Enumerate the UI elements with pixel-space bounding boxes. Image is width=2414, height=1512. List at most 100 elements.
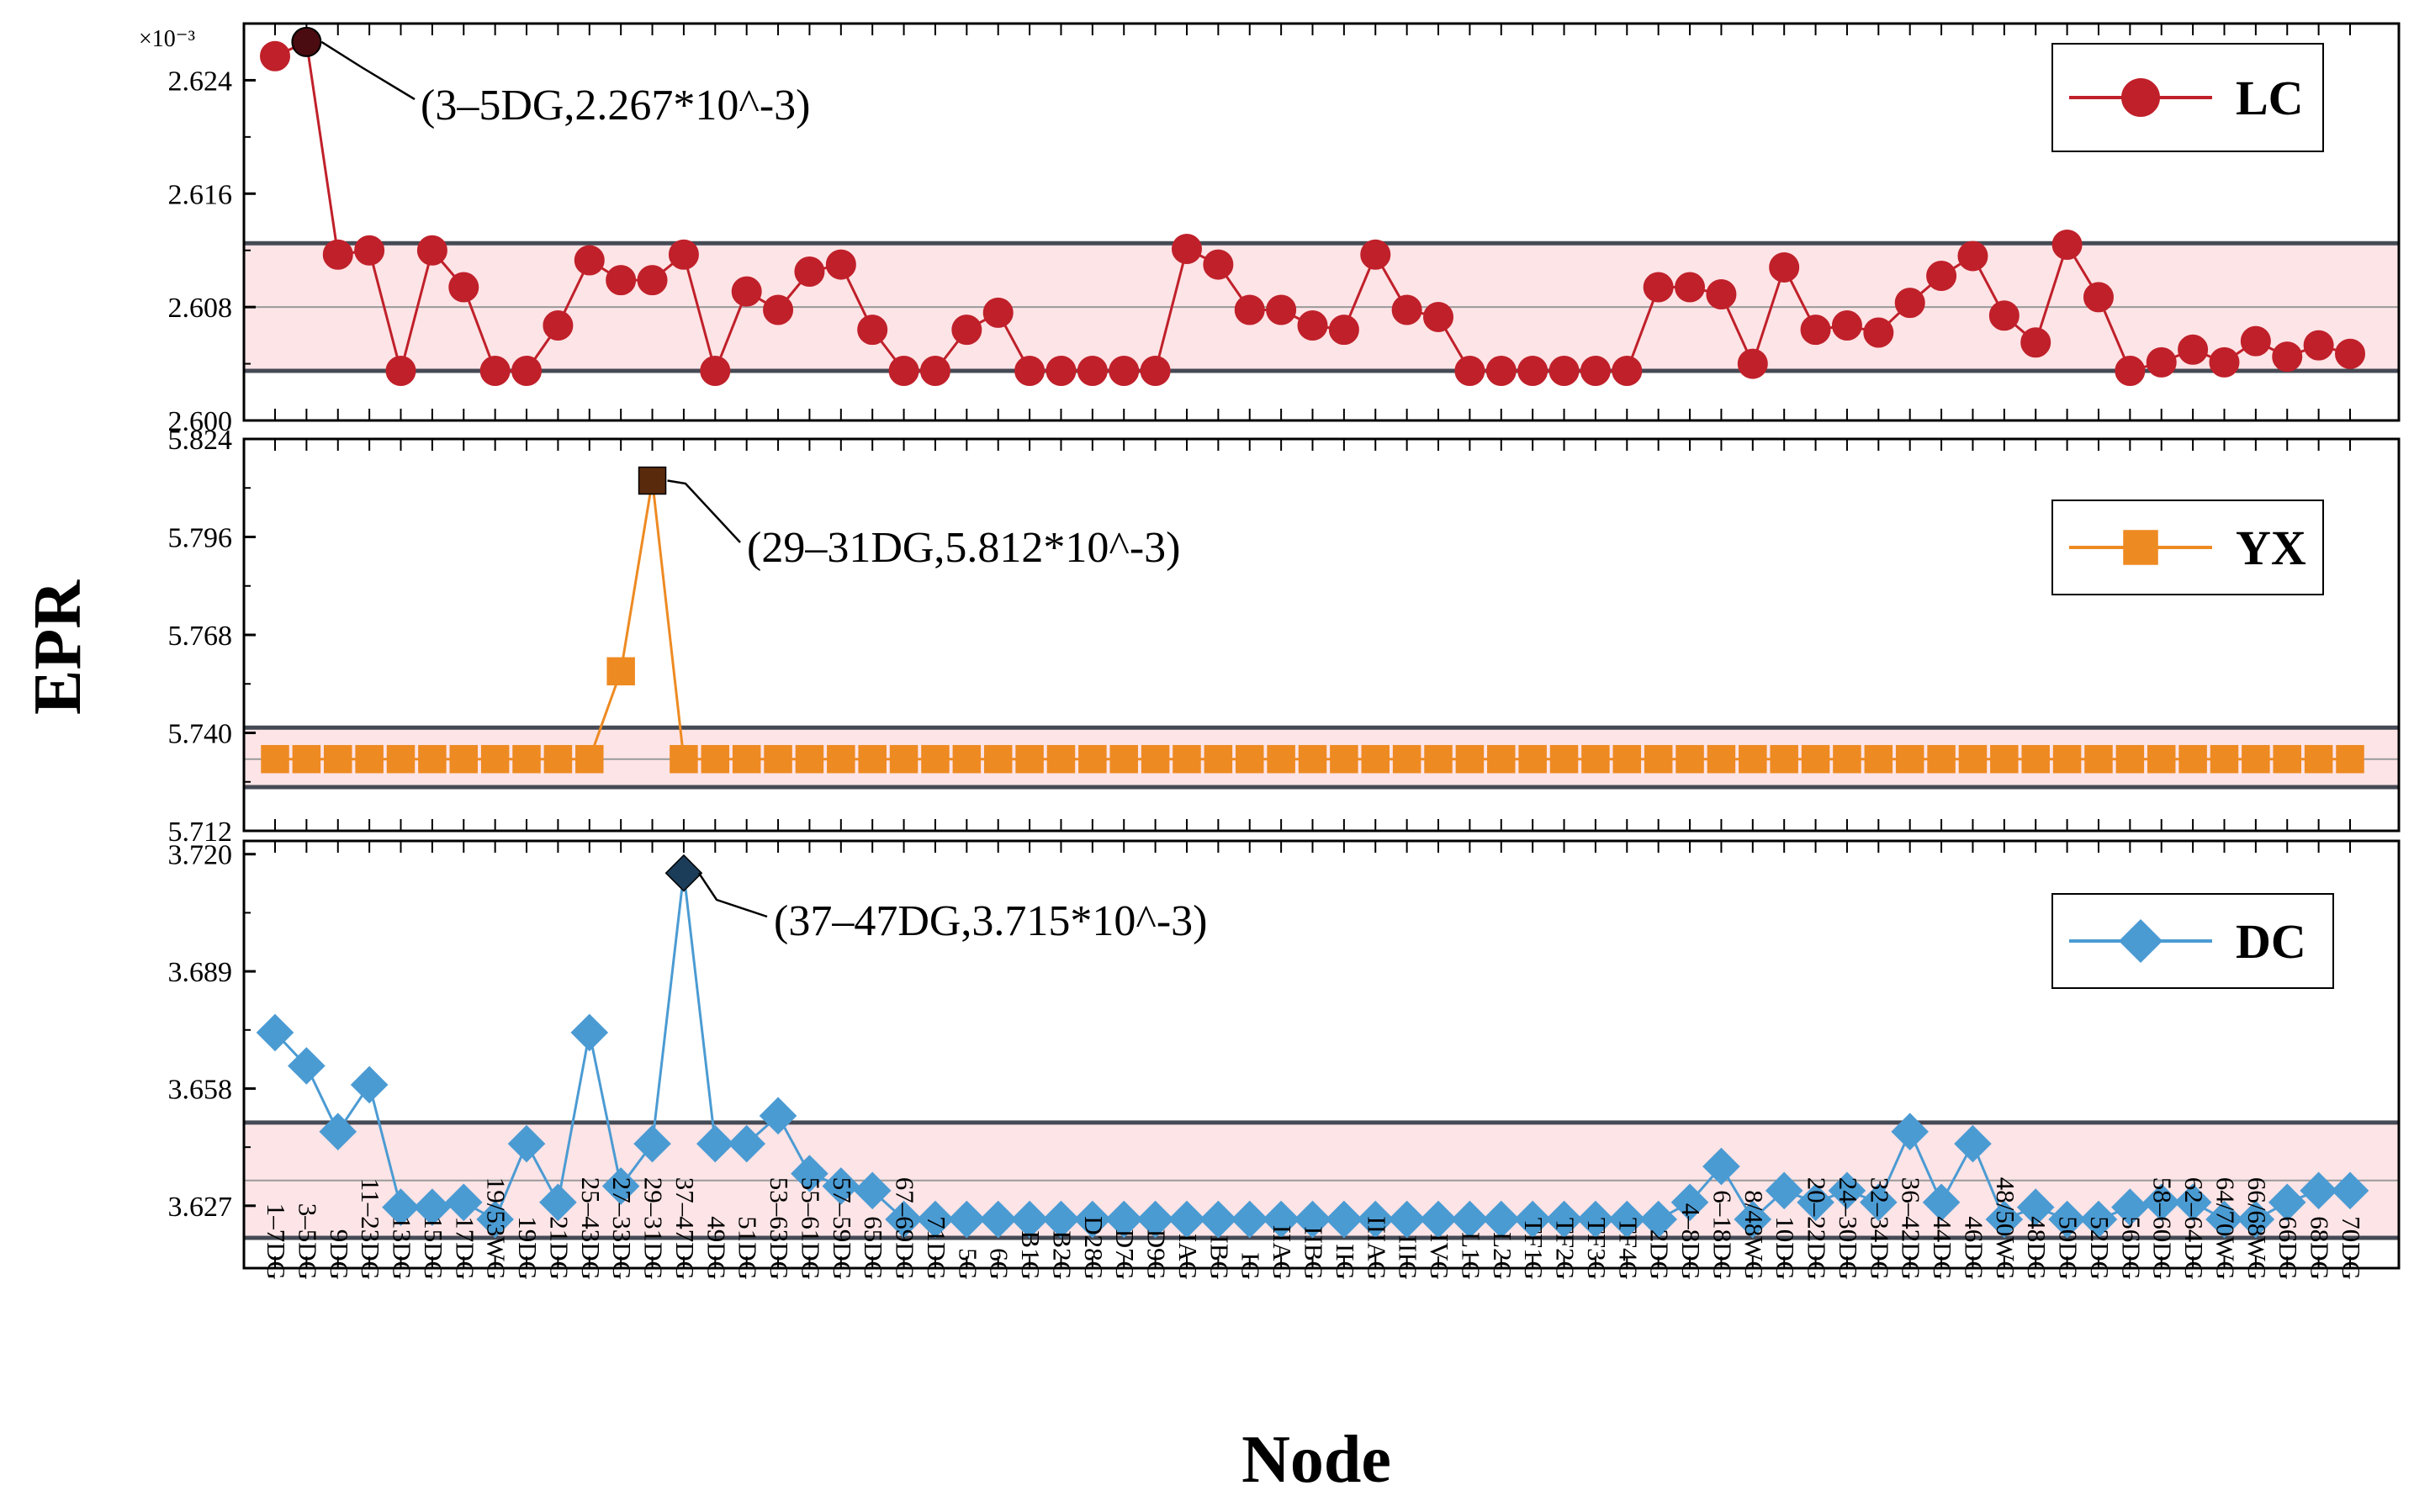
data-point-yx-1–7DG	[261, 744, 289, 774]
data-point-lc-65DG	[857, 315, 888, 346]
data-point-dc-25–43DG	[570, 1013, 609, 1052]
x-tick-label: 70DG	[2337, 1216, 2366, 1280]
y-tick-label: 5.796	[168, 523, 233, 554]
data-point-yx-24–30DG	[1833, 744, 1861, 774]
x-tick-label: TF1G	[1519, 1218, 1548, 1280]
data-point-dc-1–7DG	[256, 1013, 294, 1052]
data-point-yx-D9G	[1141, 744, 1170, 774]
multiplier-label: ×10⁻³	[139, 26, 195, 52]
data-point-dc-IIG	[1325, 1200, 1363, 1239]
x-axis-title: Node	[1241, 1423, 1391, 1497]
data-point-lc-64/70WG	[2209, 346, 2240, 378]
data-point-lc-58–60DG	[2146, 346, 2177, 378]
data-point-dc-IIBG	[1294, 1200, 1331, 1239]
data-point-lc-6–18DG	[1706, 278, 1737, 309]
data-point-dc-50DG	[2048, 1200, 2086, 1239]
data-point-yx-IIG	[1330, 744, 1358, 774]
x-tick-label: IBG	[1204, 1235, 1234, 1280]
y-axis-title: EPR	[21, 579, 95, 715]
data-point-lc-66DG	[2272, 341, 2303, 373]
x-tick-label: 8/48WG	[1739, 1190, 1769, 1280]
data-point-dc-TF3G	[1576, 1200, 1615, 1239]
y-tick-label: 5.824	[168, 425, 233, 456]
data-point-dc-53–63DG	[759, 1097, 797, 1135]
x-tick-label: 6G	[985, 1248, 1014, 1280]
data-point-lc-B1G	[1014, 356, 1046, 386]
data-point-lc-53–63DG	[763, 294, 794, 325]
data-point-yx-B1G	[1015, 744, 1044, 774]
data-point-lc-IBG	[1203, 249, 1234, 280]
x-tick-label: 11–23DG	[356, 1178, 385, 1280]
data-point-lc-62–64DG	[2178, 334, 2209, 365]
data-point-yx-11–23DG	[355, 744, 384, 774]
data-point-dc-D9G	[1136, 1200, 1174, 1239]
x-tick-label: 9DG	[325, 1229, 354, 1280]
y-tick-label: 5.712	[168, 817, 233, 848]
y-tick-label: 3.627	[168, 1192, 233, 1223]
data-point-dc-49DG	[696, 1124, 734, 1163]
data-point-lc-48DG	[2020, 327, 2051, 358]
data-point-lc-13DG	[385, 356, 416, 386]
data-point-yx-2DG	[1644, 744, 1673, 774]
legend-yx: YX	[2051, 500, 2324, 595]
data-point-dc-66DG	[2268, 1183, 2306, 1222]
data-point-yx-IIBG	[1298, 744, 1327, 774]
data-point-yx-B2G	[1046, 744, 1076, 774]
annotation-leader	[697, 872, 768, 918]
data-point-dc-55–61DG	[791, 1155, 828, 1192]
data-point-dc-IIAG	[1262, 1200, 1300, 1239]
data-point-lc-10DG	[1769, 251, 1800, 283]
x-tick-label: D9G	[1142, 1229, 1172, 1280]
x-tick-label: 58–60DG	[2148, 1177, 2178, 1280]
x-tick-label: IAG	[1173, 1234, 1203, 1280]
x-tick-label: 27–33DG	[607, 1177, 637, 1280]
x-tick-label: 29–31DG	[639, 1177, 669, 1280]
x-tick-label: 37–47DG	[670, 1177, 700, 1280]
data-point-yx-IG	[1235, 744, 1264, 774]
annotation-leader	[667, 479, 741, 543]
data-point-yx-48DG	[2021, 744, 2050, 774]
data-point-dc-58–60DG	[2142, 1183, 2181, 1222]
data-point-dc-21DG	[539, 1183, 577, 1222]
data-point-lc-TF2G	[1548, 356, 1580, 386]
data-point-lc-51DG	[731, 276, 762, 307]
data-point-lc-36–42DG	[1894, 288, 1925, 319]
x-tick-label: 32–34DG	[1865, 1177, 1894, 1280]
x-tick-label: B2G	[1047, 1230, 1077, 1280]
data-point-yx-52DG	[2084, 744, 2113, 774]
x-tick-label: IIAG	[1268, 1225, 1297, 1280]
panel-dc: 3.627 3.658 3.689 3.720 (37–47DG,3.715*10^-3…	[168, 839, 2401, 1270]
x-tick-label: 15DG	[419, 1216, 448, 1280]
data-point-dc-29–31DG	[633, 1124, 671, 1163]
x-tick-label: 57–59DG	[828, 1177, 857, 1280]
data-point-dc-20–22DG	[1797, 1183, 1834, 1222]
data-point-dc-8/48WG	[1734, 1200, 1772, 1239]
x-tick-label: D7G	[1110, 1229, 1140, 1280]
data-point-dc-TF4G	[1607, 1200, 1646, 1239]
x-tick-label: D28G	[1079, 1216, 1109, 1280]
x-tick-label: L2G	[1488, 1232, 1517, 1280]
data-point-lc-TF3G	[1580, 356, 1611, 386]
x-tick-label: 64/70WG	[2210, 1177, 2240, 1280]
legend-label: LC	[2236, 71, 2304, 125]
x-tick-label: 62–64DG	[2179, 1177, 2209, 1280]
data-point-yx-66/68WG	[2242, 744, 2270, 774]
data-point-yx-TF4G	[1612, 744, 1642, 774]
data-point-lc-49DG	[700, 356, 731, 386]
data-point-yx-46DG	[1958, 744, 1988, 774]
data-point-dc-IBG	[1199, 1200, 1237, 1239]
panel-yx: 5.712 5.740 5.768 5.796 5.824 (29–31DG,5.812*…	[168, 425, 2401, 848]
data-point-yx-IAG	[1173, 744, 1201, 774]
x-tick-label: 19DG	[513, 1216, 543, 1280]
data-point-dc-19DG	[507, 1124, 546, 1163]
data-point-dc-48/50WG	[1985, 1200, 2024, 1239]
data-point-yx-4–8DG	[1676, 744, 1704, 774]
data-point-yx-17DG	[449, 744, 479, 774]
data-point-lc-IAG	[1171, 234, 1202, 265]
data-point-dc-10DG	[1765, 1171, 1803, 1210]
data-point-yx-66DG	[2273, 744, 2301, 774]
annotation-label: (3–5DG,2.267*10^-3)	[421, 82, 810, 130]
data-point-yx-D7G	[1109, 744, 1138, 774]
data-point-dc-27–33DG	[601, 1167, 640, 1205]
annotation-label: (37–47DG,3.715*10^-3)	[774, 897, 1207, 945]
